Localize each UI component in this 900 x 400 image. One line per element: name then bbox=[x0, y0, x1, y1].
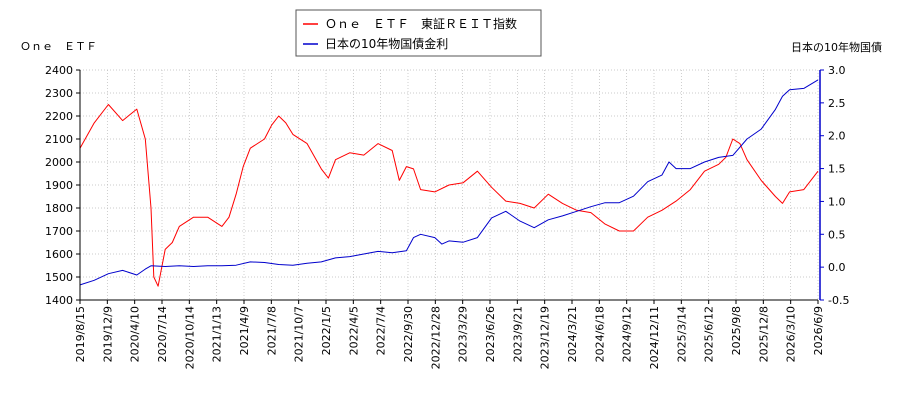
x-tick-label: 2024/12/11 bbox=[648, 306, 661, 369]
x-tick-label: 2020/7/14 bbox=[156, 306, 169, 362]
y-left-tick-label: 1800 bbox=[45, 202, 73, 215]
y-left-tick-label: 2200 bbox=[45, 110, 73, 123]
plot-area bbox=[79, 69, 819, 301]
x-tick-label: 2019/8/15 bbox=[74, 306, 87, 362]
y-left-tick-label: 2100 bbox=[45, 133, 73, 146]
y-left-tick-label: 2000 bbox=[45, 156, 73, 169]
x-tick-label: 2022/12/28 bbox=[429, 306, 442, 369]
x-tick-label: 2025/3/14 bbox=[675, 306, 688, 362]
series-line-one-etf bbox=[79, 104, 819, 287]
legend-label-one-etf: Ｏｎｅ ＥＴＦ 東証ＲＥＩＴ指数 bbox=[325, 16, 517, 31]
axes: 1400 1500 1600 1700 1800 1900 2000 2100 2200 2300… bbox=[45, 64, 849, 369]
legend: Ｏｎｅ ＥＴＦ 東証ＲＥＩＴ指数 日本の10年物国債金利 bbox=[295, 9, 542, 57]
y-right-tick-label: 2.0 bbox=[828, 130, 846, 143]
y-left-tick-label: 1600 bbox=[45, 248, 73, 261]
x-tick-label: 2022/1/5 bbox=[320, 306, 333, 355]
x-tick-label: 2022/4/5 bbox=[347, 306, 360, 355]
x-tick-label: 2020/4/10 bbox=[129, 306, 142, 362]
x-tick-label: 2023/3/29 bbox=[457, 306, 470, 362]
y-right-tick-label: 3.0 bbox=[828, 64, 846, 77]
y-right-tick-label: 0.5 bbox=[828, 228, 846, 241]
x-tick-label: 2026/6/9 bbox=[812, 306, 825, 355]
x-tick-label: 2022/7/4 bbox=[375, 306, 388, 355]
x-tick-label: 2023/12/19 bbox=[539, 306, 552, 369]
x-tick-label: 2020/10/14 bbox=[183, 306, 196, 369]
y-right-tick-label: 1.0 bbox=[828, 195, 846, 208]
x-tick-label: 2023/9/21 bbox=[511, 306, 524, 362]
x-tick-label: 2021/10/7 bbox=[293, 306, 306, 362]
x-tick-label: 2024/3/21 bbox=[566, 306, 579, 362]
y-right-tick-label: -0.5 bbox=[828, 294, 849, 307]
x-tick-label: 2025/12/8 bbox=[757, 306, 770, 362]
y-left-tick-label: 1400 bbox=[45, 294, 73, 307]
y-right-tick-label: 2.5 bbox=[828, 97, 846, 110]
series-layer bbox=[79, 79, 819, 287]
y-left-tick-label: 2400 bbox=[45, 64, 73, 77]
x-tick-label: 2024/9/12 bbox=[621, 306, 634, 362]
y-right-tick-label: 0.0 bbox=[828, 261, 846, 274]
x-tick-label: 2026/3/10 bbox=[785, 306, 798, 362]
x-tick-label: 2024/6/18 bbox=[593, 306, 606, 362]
y-left-tick-label: 2300 bbox=[45, 87, 73, 100]
legend-label-jgb-yield: 日本の10年物国債金利 bbox=[325, 36, 448, 51]
y-right-tick-label: 1.5 bbox=[828, 163, 846, 176]
x-tick-label: 2023/6/26 bbox=[484, 306, 497, 362]
y-left-tick-label: 1700 bbox=[45, 225, 73, 238]
x-tick-label: 2021/7/8 bbox=[265, 306, 278, 355]
x-tick-label: 2021/1/13 bbox=[211, 306, 224, 362]
series-line-jgb-yield bbox=[79, 79, 819, 286]
x-tick-label: 2025/9/8 bbox=[730, 306, 743, 355]
y-right-axis-title: 日本の10年物国債 bbox=[791, 40, 882, 54]
legend-box bbox=[295, 9, 542, 57]
y-left-tick-label: 1900 bbox=[45, 179, 73, 192]
x-tick-label: 2019/12/9 bbox=[101, 306, 114, 362]
x-tick-label: 2025/6/12 bbox=[703, 306, 716, 362]
x-tick-label: 2022/9/30 bbox=[402, 306, 415, 362]
y-left-axis-title: Ｏｎｅ ＥＴＦ bbox=[20, 40, 97, 53]
y-left-tick-label: 1500 bbox=[45, 271, 73, 284]
x-tick-label: 2021/4/9 bbox=[238, 306, 251, 355]
